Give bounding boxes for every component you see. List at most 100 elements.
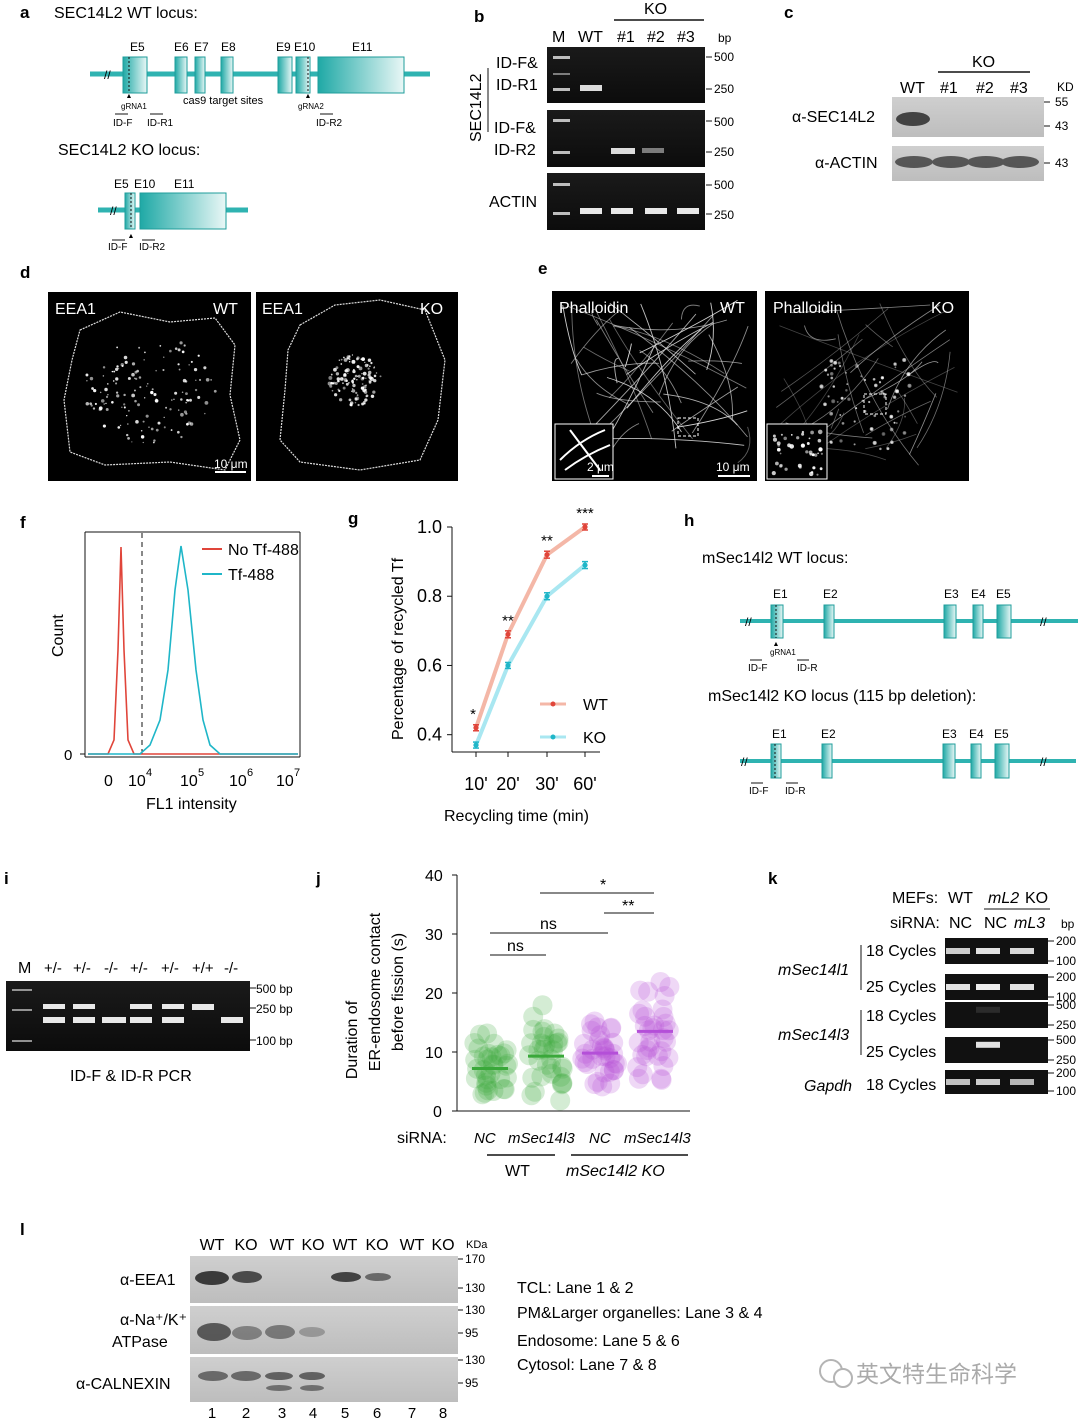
scatter-dot bbox=[531, 1033, 552, 1054]
exon-label: E5 bbox=[114, 177, 129, 191]
scatter-dot bbox=[493, 1079, 514, 1099]
punctum bbox=[163, 426, 166, 429]
punctum bbox=[205, 377, 210, 382]
punctum bbox=[116, 346, 119, 349]
punctum bbox=[127, 409, 130, 412]
punctum bbox=[135, 377, 138, 380]
scatter-dot bbox=[465, 1049, 486, 1070]
punctum bbox=[355, 396, 360, 401]
sirna-label: siRNA: bbox=[890, 915, 940, 932]
punctum bbox=[367, 370, 372, 375]
fiber bbox=[781, 308, 889, 392]
x-tick: 10 bbox=[180, 773, 198, 790]
fiber bbox=[886, 397, 905, 449]
primer-idf: ID-F bbox=[748, 663, 767, 674]
punctum bbox=[154, 398, 159, 403]
scatter-dot bbox=[599, 1061, 620, 1082]
punctum bbox=[123, 393, 126, 397]
lane-number: 7 bbox=[408, 1405, 416, 1421]
pcr-band bbox=[946, 984, 970, 990]
grna2-label: gRNA2 bbox=[298, 102, 324, 111]
lane-label: #1 bbox=[617, 29, 635, 46]
pcr-band bbox=[976, 1041, 1000, 1048]
group-label: NC bbox=[589, 1130, 611, 1147]
punctum bbox=[902, 431, 907, 435]
punctum bbox=[340, 358, 343, 361]
stain-label: Phalloidin bbox=[773, 300, 842, 317]
punctum bbox=[351, 379, 354, 382]
fiber bbox=[865, 400, 931, 436]
x-tick: 20' bbox=[496, 774, 519, 794]
punctum bbox=[181, 350, 185, 354]
bp-size: 100 bbox=[1056, 1084, 1076, 1098]
y-zero: 0 bbox=[64, 747, 72, 764]
scatter-dot bbox=[496, 1040, 517, 1061]
punctum bbox=[193, 367, 198, 372]
scatter-dot bbox=[474, 1082, 495, 1103]
y-axis-label: Count bbox=[50, 614, 67, 657]
pcr-band bbox=[677, 208, 699, 214]
group-label: mSec14l3 bbox=[508, 1130, 575, 1147]
pcr-band bbox=[73, 1017, 95, 1023]
exon-label: E5 bbox=[130, 40, 145, 54]
scatter-dot bbox=[592, 1076, 613, 1097]
gel-bands-b bbox=[553, 56, 699, 215]
scatter-dot bbox=[552, 1073, 573, 1094]
panel-label-f: f bbox=[20, 513, 26, 532]
punctum bbox=[189, 398, 192, 402]
punctum bbox=[836, 400, 839, 403]
legend-label: WT bbox=[583, 697, 608, 714]
pcr-band bbox=[976, 1079, 1000, 1085]
punctum bbox=[889, 414, 894, 419]
gene-label: Gapdh bbox=[804, 1078, 852, 1095]
fiber bbox=[639, 300, 738, 354]
lane-label: +/- bbox=[130, 960, 148, 977]
scatter-dot bbox=[534, 1019, 555, 1040]
pcr-band bbox=[130, 1017, 152, 1023]
fiber bbox=[865, 324, 893, 348]
punctum bbox=[361, 357, 365, 362]
scatter-dot bbox=[632, 1064, 653, 1085]
lane-label: -/- bbox=[224, 960, 238, 977]
pcr-band bbox=[73, 1004, 95, 1009]
legend-marker bbox=[550, 734, 556, 740]
punctum bbox=[131, 393, 135, 398]
punctum bbox=[355, 391, 358, 394]
punctum bbox=[178, 368, 181, 371]
kd-marker: 43 bbox=[1055, 156, 1069, 170]
panel-d: d EEA1 WT 10 μm EEA1 KO bbox=[20, 263, 458, 481]
mefs-label: MEFs: bbox=[892, 890, 938, 907]
scatter-dot bbox=[477, 1023, 498, 1044]
x-tick: 10' bbox=[464, 774, 487, 794]
blot-eea1 bbox=[190, 1256, 458, 1303]
punctum bbox=[105, 402, 107, 405]
break-mark: // bbox=[1040, 615, 1047, 629]
punctum bbox=[174, 347, 178, 350]
blot-calnexin bbox=[190, 1357, 458, 1402]
scatter-dot bbox=[587, 1017, 608, 1038]
punctum bbox=[372, 390, 376, 394]
scatter-dot bbox=[603, 1060, 624, 1080]
ladder-band bbox=[553, 183, 570, 186]
scatter-dot bbox=[640, 1031, 661, 1052]
bp-size: 500 bbox=[1056, 1033, 1076, 1047]
punctum bbox=[873, 414, 877, 418]
blot-band bbox=[299, 1327, 325, 1337]
scatter-dot bbox=[476, 1065, 496, 1086]
punctum bbox=[155, 428, 159, 432]
punctum bbox=[177, 430, 180, 434]
break-mark: // bbox=[1040, 755, 1047, 769]
scatter-dot bbox=[632, 1000, 653, 1021]
punctum bbox=[115, 377, 119, 381]
y-tick: 30 bbox=[425, 927, 443, 944]
punctum bbox=[771, 471, 776, 476]
punctum bbox=[356, 394, 359, 397]
punctum bbox=[183, 410, 187, 414]
antibody-label: α-SEC14L2 bbox=[792, 109, 875, 126]
punctum bbox=[181, 391, 184, 394]
punctum bbox=[180, 435, 183, 439]
punctum bbox=[358, 366, 363, 371]
scatter-points bbox=[464, 972, 680, 1111]
ladder-band bbox=[553, 119, 570, 122]
punctum bbox=[775, 461, 779, 466]
